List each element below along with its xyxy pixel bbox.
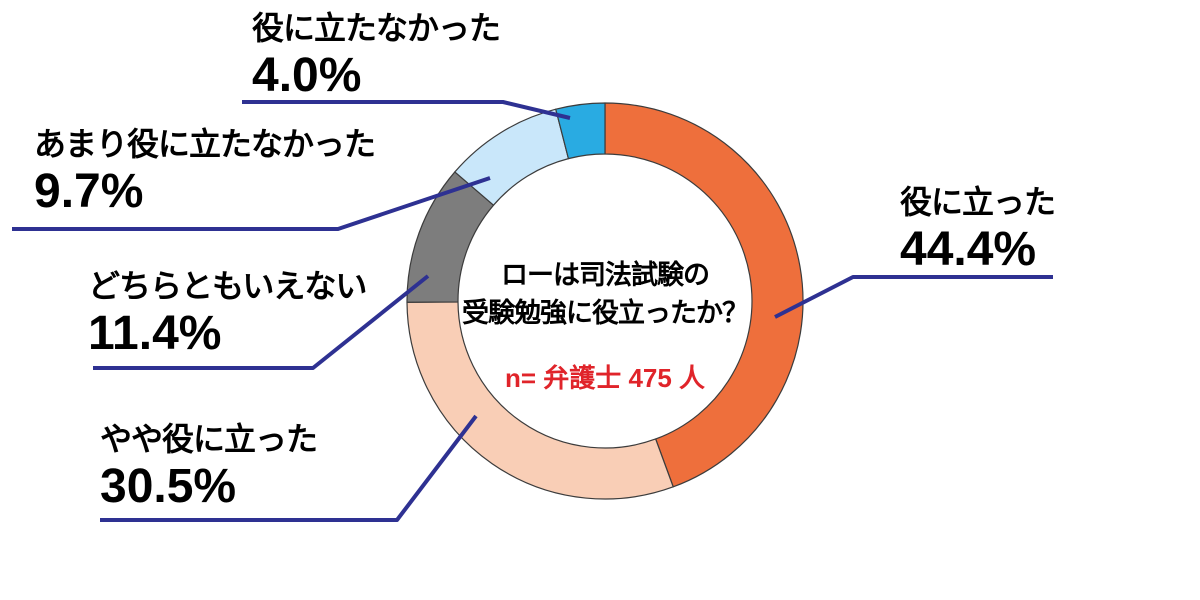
chart-question: ローは司法試験の 受験勉強に役立ったか？ n= 弁護士 475 人	[385, 256, 825, 395]
leader-line-4	[242, 100, 571, 120]
label-neutral-text: どちらともいえない	[88, 268, 367, 304]
chart-question-line1: ローは司法試験の	[501, 260, 710, 290]
label-not-useful-percent: 4.0%	[252, 49, 362, 102]
label-neutral-percent: 11.4%	[88, 307, 222, 360]
label-not-very-useful-percent: 9.7%	[34, 165, 144, 218]
label-not-useful-text: 役に立たなかった	[252, 10, 501, 46]
leader-line-3	[12, 176, 491, 231]
label-not-very-useful-text: あまり役に立たなかった	[34, 126, 376, 162]
label-useful-percent: 44.4%	[900, 223, 1037, 276]
leader-line-0	[774, 275, 1053, 319]
donut-segment-1	[406, 301, 674, 500]
label-useful: 役に立った 44.4%	[900, 180, 1056, 276]
label-somewhat-useful: やや役に立った 30.5%	[100, 417, 318, 513]
label-not-very-useful: あまり役に立たなかった 9.7%	[34, 122, 376, 218]
sample-size-note: n= 弁護士 475 人	[504, 363, 706, 393]
chart-question-line2: 受験勉強に役立ったか？	[462, 298, 749, 328]
label-useful-text: 役に立った	[900, 184, 1056, 220]
leader-line-1	[100, 414, 478, 522]
leader-line-2	[93, 274, 430, 370]
donut-segment-0	[604, 102, 804, 488]
label-not-useful: 役に立たなかった 4.0%	[252, 6, 501, 102]
label-somewhat-useful-text: やや役に立った	[100, 421, 318, 457]
label-somewhat-useful-percent: 30.5%	[100, 460, 237, 513]
label-neutral: どちらともいえない 11.4%	[88, 264, 367, 360]
